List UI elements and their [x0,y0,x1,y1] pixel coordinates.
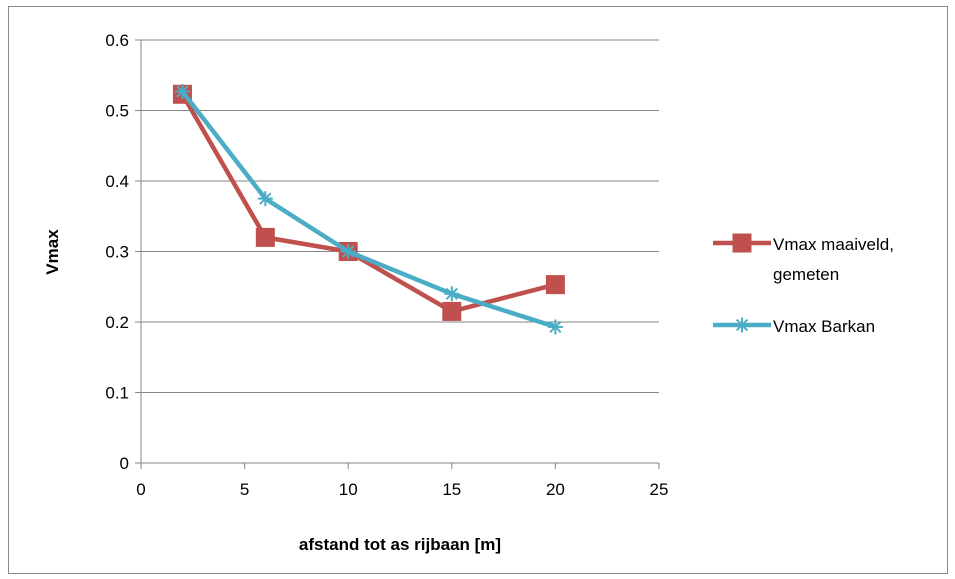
series-1-point-3-stroke-3 [445,287,458,300]
series-1-point-0-stroke-3 [176,85,189,98]
series-0-point-1 [255,227,275,247]
series-1-point-4 [547,319,563,335]
x-tick-label-3: 15 [442,480,461,499]
x-tick-labels: 0 5 10 15 20 25 [136,480,668,499]
x-tick-label-5: 25 [650,480,669,499]
legend-label-1-0: Vmax Barkan [773,317,875,336]
x-tick-label-1: 5 [240,480,249,499]
series-layer [172,83,565,335]
y-tick-label-0: 0 [120,454,129,473]
legend-marker-1 [734,317,750,333]
y-tick-label-6: 0.6 [105,31,129,50]
series-1-point-2-stroke-3 [342,245,355,258]
series-1-point-2 [340,244,356,259]
series-0-point-3 [442,301,462,321]
legend-marker-1-stroke-3 [735,318,749,332]
gridlines [141,39,659,393]
y-tick-label-1: 0.1 [105,384,129,403]
y-tick-label-4: 0.4 [105,172,129,191]
series-1-point-3 [444,286,460,302]
legend-label-0-0: Vmax maaiveld, [773,235,894,254]
series-1-point-1 [257,191,273,207]
x-tick-label-4: 20 [546,480,565,499]
chart-frame [8,6,948,574]
y-axis-title: Vmax [43,229,62,275]
y-tick-label-2: 0.2 [105,313,129,332]
series-line-1 [180,89,558,330]
y-tick-label-3: 0.3 [105,243,129,262]
x-axis-title: afstand tot as rijbaan [m] [299,535,501,554]
series-1-point-1-stroke-3 [259,192,272,205]
legend-marker-0 [732,233,752,253]
y-tick-labels: 0 0.1 0.2 0.3 0.4 0.5 0.6 [105,31,129,473]
series-1-point-0 [174,83,190,99]
legend-label-0-1: gemeten [773,265,839,284]
x-tick-label-0: 0 [136,480,145,499]
axes [135,39,660,469]
y-tick-label-5: 0.5 [105,102,129,121]
series-line-0 [180,92,558,314]
x-tick-label-2: 10 [339,480,358,499]
series-1-point-4-stroke-3 [549,320,562,334]
legend: Vmax maaiveld, gemeten Vmax Barkan [713,233,894,336]
series-0-point-4 [545,275,565,295]
